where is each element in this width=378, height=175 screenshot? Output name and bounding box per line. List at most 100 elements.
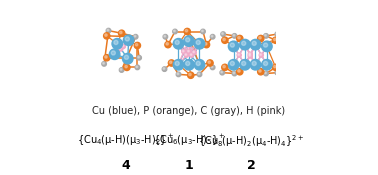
Circle shape [166, 43, 169, 45]
Circle shape [252, 41, 256, 45]
Circle shape [105, 56, 107, 58]
Circle shape [265, 72, 266, 74]
Text: 2: 2 [247, 159, 256, 172]
Circle shape [275, 70, 280, 75]
Circle shape [262, 41, 272, 52]
Circle shape [208, 61, 211, 64]
Circle shape [196, 61, 200, 66]
Circle shape [257, 35, 264, 42]
Circle shape [237, 69, 243, 75]
Circle shape [210, 65, 215, 70]
Circle shape [220, 70, 225, 75]
Circle shape [164, 35, 166, 37]
Circle shape [207, 60, 213, 66]
Circle shape [185, 29, 188, 32]
Circle shape [240, 60, 250, 70]
Circle shape [165, 41, 171, 48]
Circle shape [194, 60, 205, 70]
Circle shape [233, 72, 235, 74]
Circle shape [196, 40, 200, 44]
Circle shape [221, 32, 225, 36]
Circle shape [163, 34, 168, 39]
Circle shape [187, 50, 191, 54]
Circle shape [237, 53, 241, 57]
Circle shape [238, 36, 240, 39]
Circle shape [173, 29, 177, 34]
Circle shape [124, 64, 130, 71]
Circle shape [175, 40, 179, 44]
Circle shape [176, 72, 181, 77]
Circle shape [135, 65, 139, 70]
Circle shape [223, 38, 225, 41]
Circle shape [184, 28, 191, 35]
Circle shape [252, 61, 256, 66]
Circle shape [210, 34, 215, 39]
Circle shape [204, 43, 207, 45]
Circle shape [211, 66, 213, 68]
Circle shape [189, 53, 194, 57]
Circle shape [228, 41, 239, 52]
Circle shape [273, 64, 279, 71]
Circle shape [265, 34, 266, 36]
Circle shape [260, 54, 262, 55]
Circle shape [186, 61, 190, 66]
Circle shape [134, 42, 141, 49]
Circle shape [182, 50, 186, 54]
Circle shape [162, 67, 167, 71]
Text: 1: 1 [184, 159, 194, 172]
Circle shape [233, 34, 235, 36]
Circle shape [249, 53, 251, 55]
Circle shape [120, 69, 122, 70]
Circle shape [177, 73, 179, 75]
Circle shape [273, 37, 279, 43]
Circle shape [122, 45, 124, 47]
Circle shape [103, 62, 104, 64]
Circle shape [238, 70, 240, 72]
Circle shape [102, 62, 106, 66]
Text: Cu (blue), P (orange), C (gray), H (pink): Cu (blue), P (orange), C (gray), H (pink… [93, 106, 285, 116]
Circle shape [232, 71, 237, 76]
Circle shape [250, 60, 261, 70]
Circle shape [257, 69, 264, 75]
Circle shape [119, 47, 123, 51]
Circle shape [104, 33, 110, 39]
Circle shape [274, 38, 276, 41]
Circle shape [109, 49, 120, 60]
Circle shape [221, 71, 223, 73]
Circle shape [125, 37, 129, 41]
Circle shape [203, 41, 210, 48]
Circle shape [121, 44, 125, 48]
Text: {Cu$_4$(μ-H)(μ$_3$-H)$_2$}$^+$: {Cu$_4$(μ-H)(μ$_3$-H)$_2$}$^+$ [77, 133, 175, 148]
Circle shape [250, 39, 261, 50]
Circle shape [184, 53, 189, 57]
Circle shape [237, 35, 243, 42]
Circle shape [264, 34, 268, 38]
Circle shape [112, 38, 122, 49]
Circle shape [123, 35, 134, 46]
Text: 4: 4 [122, 159, 130, 172]
Circle shape [263, 61, 268, 66]
Circle shape [192, 50, 196, 55]
Circle shape [222, 37, 228, 43]
Circle shape [262, 60, 272, 70]
Circle shape [173, 38, 184, 49]
Circle shape [107, 29, 109, 31]
Circle shape [184, 36, 194, 46]
Circle shape [118, 30, 125, 36]
Text: {Cu$_8$(μ-H)$_2$(μ$_4$-H)$_4$}$^{2+}$: {Cu$_8$(μ-H)$_2$(μ$_4$-H)$_4$}$^{2+}$ [198, 133, 304, 149]
Circle shape [230, 43, 234, 47]
Circle shape [138, 56, 139, 58]
Circle shape [259, 53, 263, 57]
Circle shape [190, 54, 192, 55]
Circle shape [222, 33, 223, 34]
Circle shape [105, 34, 107, 36]
Circle shape [201, 30, 203, 32]
Circle shape [173, 60, 184, 70]
Circle shape [259, 36, 261, 39]
Circle shape [193, 51, 195, 53]
Circle shape [242, 61, 246, 66]
Circle shape [264, 71, 268, 76]
Circle shape [186, 38, 190, 42]
Circle shape [201, 29, 205, 34]
Circle shape [242, 41, 246, 45]
